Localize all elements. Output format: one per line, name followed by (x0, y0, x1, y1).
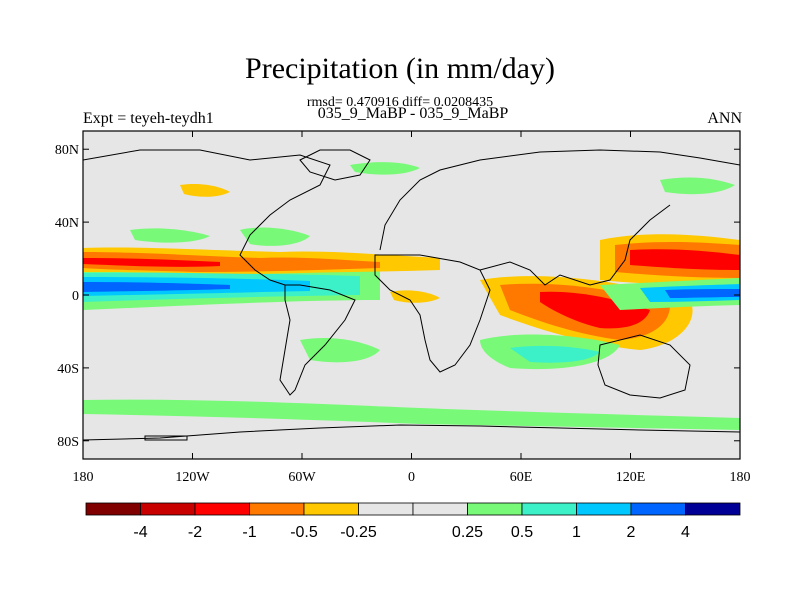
contour-positive (350, 162, 420, 175)
colorbar-label: 0.25 (452, 524, 483, 541)
colorbar-swatch (467, 502, 523, 516)
colorbar-swatch (140, 502, 196, 516)
contour-positive (83, 282, 230, 292)
precip-contours (83, 162, 740, 430)
contour-negative (83, 252, 380, 272)
colorbar-label: -4 (133, 524, 147, 541)
season-label: ANN (707, 110, 742, 127)
colorbar-swatch (685, 502, 741, 516)
map-title: Precipitation (in mm/day) (245, 52, 555, 85)
contour-positive (83, 399, 740, 430)
colorbar-label: -0.5 (290, 524, 318, 541)
colorbar-label: -1 (242, 524, 256, 541)
coastline-island (144, 435, 188, 441)
colorbar-swatch (85, 502, 141, 516)
lat-tick-label: 80S (57, 435, 79, 450)
colorbar-swatch (630, 502, 686, 516)
longitude-axis: 180 120W 60W 0 60E 120E 180 (73, 131, 751, 485)
contour-positive (510, 345, 600, 363)
colorbar-swatch (412, 502, 468, 516)
contour-positive (660, 177, 735, 195)
lon-tick-label: 0 (408, 470, 415, 485)
stats-subtitle: rmsd= 0.470916 diff= 0.0208435 (306, 95, 494, 110)
colorbar-swatch (521, 502, 577, 516)
latitude-axis: 80N 40N 0 40S 80S (55, 143, 740, 450)
colorbar-swatch (303, 502, 359, 516)
coastline-africa (374, 254, 491, 373)
lon-tick-label: 60E (510, 470, 533, 485)
coastline-europe-asia (379, 149, 740, 251)
contour-positive (665, 289, 740, 298)
lat-tick-label: 40S (57, 362, 79, 377)
contour-negative (630, 249, 740, 270)
lon-tick-label: 120E (616, 470, 646, 485)
contour-negative (180, 183, 230, 197)
colorbar-swatch (576, 502, 632, 516)
contour-positive (300, 338, 380, 363)
contour-negative (540, 291, 650, 329)
colorbar: -4 -2 -1 -0.5 -0.25 0.25 0.5 1 2 4 (85, 502, 741, 541)
coastline-australia (597, 334, 691, 399)
coastline-asia-south (479, 204, 671, 286)
lon-tick-label: 180 (730, 470, 751, 485)
colorbar-swatch (358, 502, 414, 516)
lon-tick-label: 60W (288, 470, 316, 485)
colorbar-swatch (249, 502, 305, 516)
coastlines (83, 149, 740, 441)
colorbar-label: -2 (188, 524, 202, 541)
lon-tick-label: 180 (73, 470, 94, 485)
coastline-south-america (279, 284, 356, 396)
contour-positive (130, 228, 210, 243)
colorbar-label: -0.25 (340, 524, 377, 541)
lat-tick-label: 40N (55, 216, 79, 231)
lat-tick-label: 0 (72, 289, 79, 304)
colorbar-label: 1 (572, 524, 581, 541)
contour-positive (240, 227, 310, 246)
experiment-label: Expt = teyeh-teydh1 (83, 110, 214, 127)
lat-tick-label: 80N (55, 143, 79, 158)
coastline-north-america (83, 149, 331, 286)
contour-negative (83, 258, 220, 267)
colorbar-swatch (194, 502, 250, 516)
colorbar-label: 4 (681, 524, 690, 541)
colorbar-label: 2 (627, 524, 636, 541)
comparison-subtitle: 035_9_MaBP - 035_9_MaBP (317, 105, 509, 122)
lon-tick-label: 120W (175, 470, 210, 485)
colorbar-label: 0.5 (511, 524, 533, 541)
coastline-greenland (299, 149, 371, 181)
contour-negative (390, 290, 440, 303)
